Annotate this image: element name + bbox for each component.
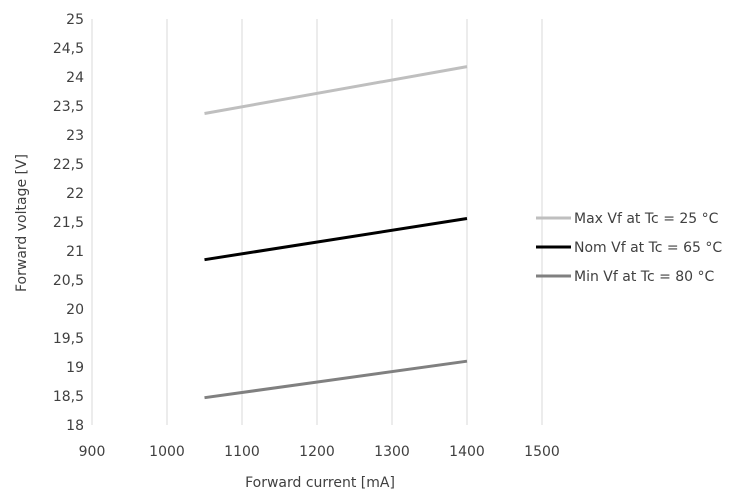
y-tick-label: 23,5 (53, 99, 84, 115)
x-tick-label: 900 (79, 444, 106, 460)
series-lines (204, 65, 468, 400)
x-tick-label: 1200 (299, 444, 335, 460)
y-tick-label: 24,5 (53, 41, 84, 57)
x-axis-title: Forward current [mA] (245, 475, 395, 491)
legend-label: Min Vf at Tc = 80 °C (574, 269, 715, 285)
legend-label: Max Vf at Tc = 25 °C (574, 211, 719, 227)
y-tick-label: 20 (66, 302, 84, 318)
y-tick-label: 18,5 (53, 389, 84, 405)
y-tick-label: 18 (66, 418, 84, 434)
x-tick-label: 1100 (224, 444, 260, 460)
y-tick-label: 19 (66, 360, 84, 376)
x-tick-label: 1500 (524, 444, 560, 460)
legend-label: Nom Vf at Tc = 65 °C (574, 240, 722, 256)
y-tick-label: 20,5 (53, 273, 84, 289)
y-axis-title: Forward voltage [V] (14, 154, 30, 292)
x-tick-label: 1300 (374, 444, 410, 460)
x-axis-ticks: 900 1000 1100 1200 1300 1400 1500 (79, 444, 560, 460)
series-line (204, 65, 468, 115)
series-line (204, 217, 468, 262)
x-tick-label: 1000 (149, 444, 185, 460)
y-tick-label: 24 (66, 70, 84, 86)
x-tick-label: 1400 (449, 444, 485, 460)
y-tick-label: 25 (66, 12, 84, 28)
y-tick-label: 22,5 (53, 157, 84, 173)
y-tick-label: 23 (66, 128, 84, 144)
grid (91, 19, 543, 425)
y-axis-ticks: 18 18,5 19 19,5 20 20,5 21 21,5 22 22,5 23 23,5 24 24… (53, 12, 84, 434)
y-tick-label: 19,5 (53, 331, 84, 347)
y-tick-label: 22 (66, 186, 84, 202)
y-tick-label: 21,5 (53, 215, 84, 231)
y-tick-label: 21 (66, 244, 84, 260)
legend: Max Vf at Tc = 25 °C Nom Vf at Tc = 65 °C… (536, 211, 722, 285)
series-line (204, 359, 468, 400)
